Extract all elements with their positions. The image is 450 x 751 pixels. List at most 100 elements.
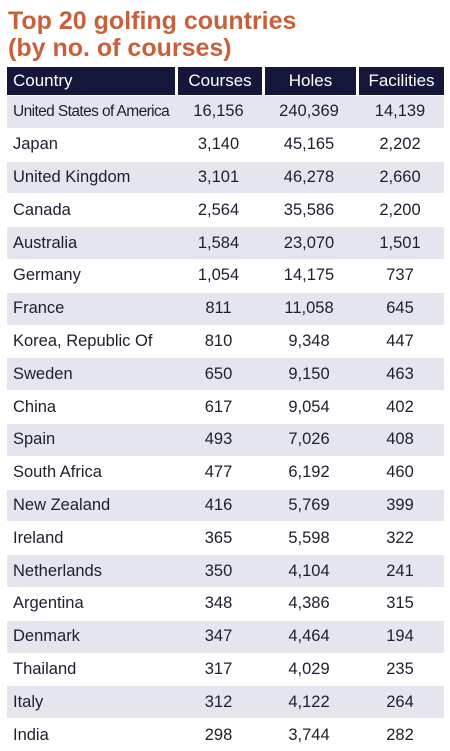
cell-facilities: 2,200 [356,193,444,227]
table-header-row: Country Courses Holes Facilities [7,67,444,95]
table-row: Korea, Republic Of 810 9,348 447 [7,324,444,358]
cell-country: Argentina [7,586,175,620]
table-row: Canada 2,564 35,586 2,200 [7,193,444,227]
cell-holes: 4,104 [262,554,356,587]
cell-country: Italy [7,685,175,719]
cell-country: United Kingdom [7,160,175,194]
column-header-courses: Courses [175,67,262,95]
cell-country: South Africa [7,455,175,489]
cell-courses: 312 [175,685,262,719]
column-header-facilities: Facilities [356,67,444,95]
table-row: Germany 1,054 14,175 737 [7,258,444,292]
cell-courses: 350 [175,554,262,587]
cell-holes: 9,054 [262,390,356,423]
cell-facilities: 194 [356,619,444,653]
cell-holes: 46,278 [262,160,356,194]
cell-country: Ireland [7,521,175,555]
table-row: New Zealand 416 5,769 399 [7,488,444,522]
table-row: India 298 3,744 282 [7,718,444,751]
table-row: Denmark 347 4,464 194 [7,619,444,653]
cell-country: Germany [7,258,175,292]
golf-countries-table: Country Courses Holes Facilities United … [7,67,444,751]
cell-country: New Zealand [7,488,175,522]
table-row: Netherlands 350 4,104 241 [7,554,444,587]
cell-facilities: 241 [356,554,444,587]
title-line-1: Top 20 golfing countries [8,7,297,35]
cell-courses: 617 [175,390,262,423]
table-row: Japan 3,140 45,165 2,202 [7,127,444,161]
cell-holes: 9,150 [262,357,356,391]
column-header-holes: Holes [262,67,356,95]
table-body: United States of America 16,156 240,369 14,… [7,95,444,751]
table-row: United Kingdom 3,101 46,278 2,660 [7,160,444,194]
chart-title: Top 20 golfing countries (by no. of cour… [8,8,448,62]
table-row: Argentina 348 4,386 315 [7,586,444,620]
cell-country: India [7,718,175,751]
table-row: Ireland 365 5,598 322 [7,521,444,555]
table-row: United States of America 16,156 240,369 14,… [7,95,444,128]
cell-courses: 1,584 [175,226,262,259]
cell-country: Australia [7,226,175,259]
cell-courses: 317 [175,652,262,686]
cell-courses: 1,054 [175,258,262,292]
cell-holes: 4,464 [262,619,356,653]
cell-holes: 240,369 [262,95,356,128]
cell-facilities: 408 [356,422,444,456]
cell-courses: 650 [175,357,262,391]
cell-country: Thailand [7,652,175,686]
cell-holes: 5,598 [262,521,356,555]
cell-holes: 6,192 [262,455,356,489]
cell-holes: 3,744 [262,718,356,751]
cell-facilities: 14,139 [356,95,444,128]
cell-country: Spain [7,422,175,456]
cell-holes: 5,769 [262,488,356,522]
cell-courses: 493 [175,422,262,456]
cell-facilities: 282 [356,718,444,751]
cell-holes: 11,058 [262,291,356,325]
cell-holes: 9,348 [262,324,356,358]
title-line-2: (by no. of courses) [8,34,232,62]
cell-courses: 811 [175,291,262,325]
cell-facilities: 235 [356,652,444,686]
cell-facilities: 315 [356,586,444,620]
cell-holes: 23,070 [262,226,356,259]
cell-holes: 14,175 [262,258,356,292]
cell-facilities: 322 [356,521,444,555]
cell-courses: 347 [175,619,262,653]
cell-country: United States of America [7,95,175,128]
cell-facilities: 2,202 [356,127,444,161]
cell-country: Japan [7,127,175,161]
column-header-country: Country [7,67,175,95]
cell-country: Denmark [7,619,175,653]
table-row: Spain 493 7,026 408 [7,422,444,456]
cell-country: China [7,390,175,423]
table-row: South Africa 477 6,192 460 [7,455,444,489]
cell-holes: 45,165 [262,127,356,161]
cell-courses: 810 [175,324,262,358]
cell-country: Korea, Republic Of [7,324,175,358]
cell-courses: 3,101 [175,160,262,194]
cell-country: Sweden [7,357,175,391]
cell-facilities: 402 [356,390,444,423]
cell-courses: 2,564 [175,193,262,227]
table-row: China 617 9,054 402 [7,390,444,423]
table-row: Italy 312 4,122 264 [7,685,444,719]
cell-facilities: 264 [356,685,444,719]
cell-facilities: 463 [356,357,444,391]
cell-courses: 298 [175,718,262,751]
cell-facilities: 447 [356,324,444,358]
cell-country: Netherlands [7,554,175,587]
cell-country: France [7,291,175,325]
cell-facilities: 1,501 [356,226,444,259]
cell-holes: 4,029 [262,652,356,686]
cell-courses: 365 [175,521,262,555]
cell-facilities: 460 [356,455,444,489]
cell-facilities: 2,660 [356,160,444,194]
cell-courses: 348 [175,586,262,620]
cell-holes: 4,386 [262,586,356,620]
cell-facilities: 737 [356,258,444,292]
cell-facilities: 645 [356,291,444,325]
cell-country: Canada [7,193,175,227]
cell-holes: 4,122 [262,685,356,719]
cell-holes: 35,586 [262,193,356,227]
